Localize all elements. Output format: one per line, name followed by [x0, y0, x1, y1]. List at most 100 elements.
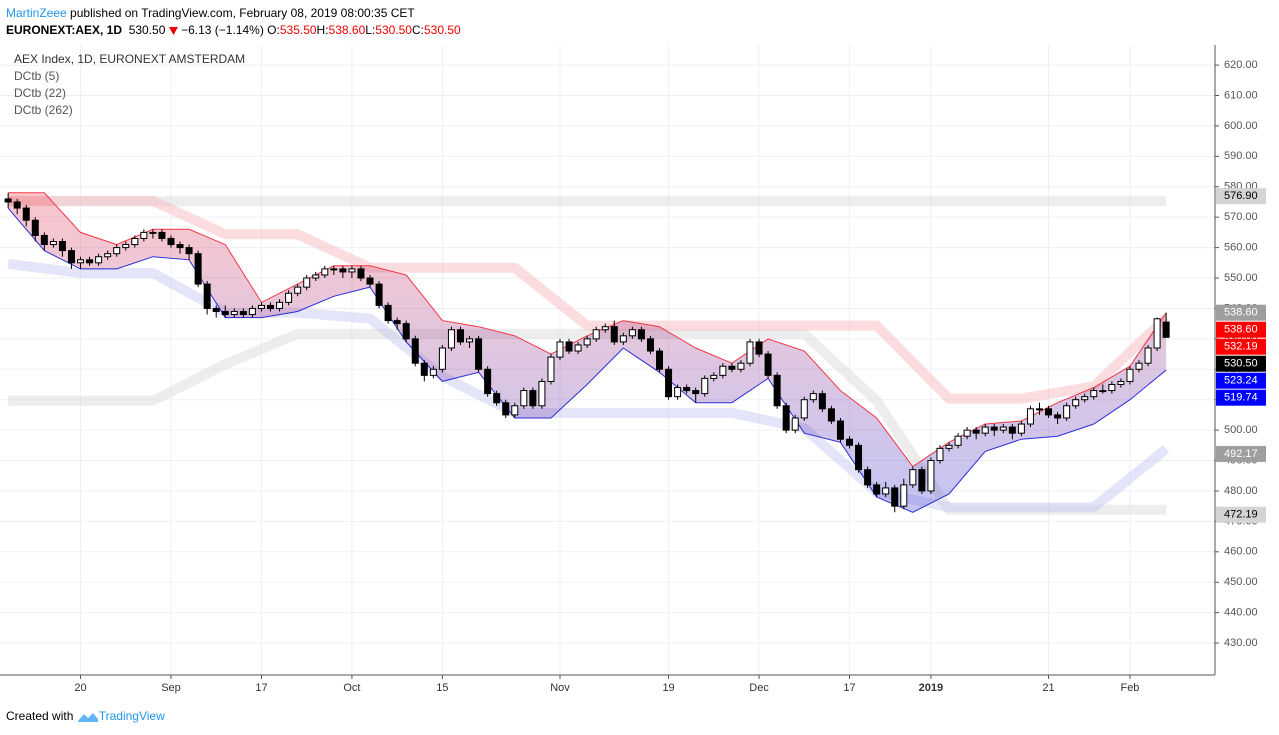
ohlc-value: 530.50	[423, 23, 461, 37]
candle-body	[393, 320, 401, 325]
candle-body	[592, 329, 600, 340]
ohlc-label: C:	[411, 23, 424, 37]
channels	[7, 192, 1170, 515]
candle-body	[1108, 383, 1116, 392]
price-tag	[1216, 506, 1266, 523]
candle-body	[402, 323, 410, 340]
candle-body	[900, 484, 908, 507]
candle-body	[728, 365, 736, 370]
candle-body	[891, 487, 899, 507]
price-tag	[1216, 355, 1266, 372]
candle-body	[665, 368, 673, 398]
candle-body	[701, 377, 709, 395]
candle-body	[583, 338, 591, 346]
candle-body	[384, 304, 392, 322]
ohlc-label: H:	[316, 23, 329, 37]
candle-body	[846, 438, 854, 446]
y-tick-label: 550.00	[1224, 272, 1258, 284]
candle-body	[104, 253, 112, 258]
candle-body	[556, 341, 564, 358]
price-tag-label: 576.90	[1224, 190, 1258, 202]
candle-body	[755, 341, 763, 355]
x-tick-label: 19	[662, 682, 674, 694]
legend-entry: DCtb (262)	[14, 103, 73, 117]
candle-body	[972, 429, 980, 434]
candle-body	[140, 231, 148, 239]
candle-body	[1135, 362, 1143, 370]
candle-body	[13, 201, 21, 209]
price-tag-label: 530.50	[1224, 358, 1258, 370]
x-tick-label: 21	[1042, 682, 1054, 694]
published: published on TradingView.com, February 0…	[70, 6, 415, 20]
candle-body	[1117, 380, 1125, 385]
channel-fill	[8, 192, 1167, 513]
candle-body	[1045, 408, 1053, 416]
candle-body	[927, 460, 935, 492]
candle-body	[158, 231, 166, 239]
candle-body	[882, 487, 890, 495]
y-tick-label: 570.00	[1224, 211, 1258, 223]
candle-body	[990, 426, 998, 431]
candle-body	[149, 231, 157, 234]
candle-body	[610, 326, 618, 343]
candle-body	[176, 244, 184, 249]
y-tick-label: 600.00	[1224, 120, 1258, 132]
y-tick-label: 430.00	[1224, 637, 1258, 649]
candle-body	[447, 329, 455, 349]
legend-title: AEX Index, 1D, EURONEXT AMSTERDAM	[14, 52, 245, 66]
ohlc-value: 535.50	[279, 23, 317, 37]
candle-body	[909, 469, 917, 486]
candle-body	[529, 390, 537, 407]
candle-body	[366, 277, 374, 285]
candle-body	[239, 310, 247, 316]
candle-body	[58, 241, 66, 252]
candle-body	[683, 387, 691, 392]
symbol-line: EURONEXT:AEX, 1D 530.50 −6.13 (−1.14%) O…	[6, 22, 461, 39]
candle-body	[981, 426, 989, 434]
candle-body	[330, 268, 338, 271]
brand[interactable]: TradingView	[98, 709, 165, 723]
candle-body	[429, 368, 437, 376]
candle-body	[248, 307, 256, 316]
candle-body	[321, 268, 329, 276]
candle-body	[411, 338, 419, 364]
candle-body	[945, 444, 953, 449]
candle-body	[375, 283, 383, 306]
price-tag-label: 532.19	[1224, 341, 1258, 353]
candle-body	[827, 408, 835, 422]
down-arrow	[168, 26, 178, 35]
footer: Created with TradingView	[6, 709, 165, 723]
candle-body	[276, 301, 284, 309]
price-tag	[1216, 321, 1266, 338]
candle-body	[438, 347, 446, 370]
candle-body	[1054, 414, 1062, 419]
price-tag	[1216, 445, 1266, 462]
candle-body	[918, 469, 926, 492]
candle-body	[864, 469, 872, 486]
candle-body	[656, 350, 664, 370]
candle-body	[692, 390, 700, 395]
symbol: EURONEXT:AEX, 1D	[6, 23, 123, 37]
price-tag	[1216, 372, 1266, 389]
candle-body	[420, 362, 428, 376]
candle-body	[95, 256, 103, 264]
candle-body	[77, 259, 85, 264]
legend-entry: DCtb (5)	[14, 69, 59, 83]
candle-body	[348, 268, 356, 273]
author[interactable]: MartinZeee	[6, 6, 67, 20]
candle-body	[999, 426, 1007, 431]
created: Created with	[6, 709, 74, 723]
channel-lower	[7, 258, 1170, 513]
candle-body	[1153, 318, 1161, 349]
candle-body	[221, 310, 229, 316]
candle-body	[574, 344, 582, 352]
chart: 430.00440.00450.00460.00470.00480.00490.…	[0, 45, 1266, 694]
price-tag	[1216, 188, 1266, 205]
candle-body	[1026, 408, 1034, 425]
ohlc: O:535.50H:538.60L:530.50C:530.50	[267, 23, 461, 37]
candle-body	[86, 259, 94, 264]
ohlc-value: 538.60	[328, 23, 366, 37]
candle-body	[873, 484, 881, 495]
channel-upper	[8, 195, 1170, 404]
y-tick-label: 610.00	[1224, 89, 1258, 101]
